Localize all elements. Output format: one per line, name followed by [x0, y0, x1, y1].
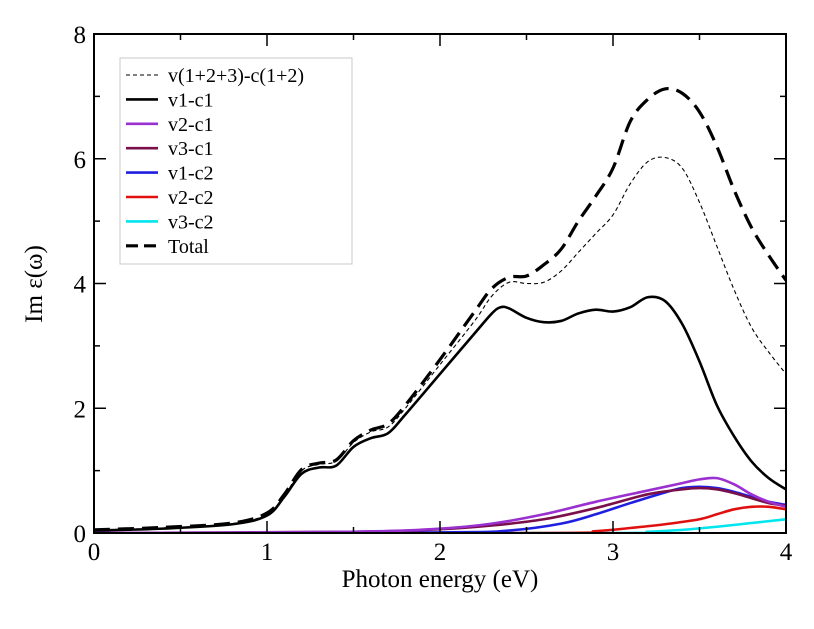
x-tick-label: 2	[434, 539, 447, 566]
legend-box	[119, 57, 353, 265]
legend-label: v3-c2	[168, 211, 214, 233]
series-line-v2-c2	[94, 505, 786, 533]
legend-label: v2-c2	[168, 187, 214, 209]
legend-label: Total	[168, 236, 209, 258]
x-tick-label: 3	[607, 539, 620, 566]
series-line-v1-c1	[94, 295, 786, 532]
y-axis-label: Im ε(ω)	[21, 245, 48, 323]
y-tick-label: 4	[74, 272, 87, 299]
x-tick-label: 1	[261, 539, 274, 566]
y-tick-label: 8	[74, 22, 87, 49]
legend-label: v(1+2+3)-c(1+2)	[168, 65, 304, 87]
series-line-v2-c1	[94, 476, 786, 533]
x-axis-label: Photon energy (eV)	[342, 566, 539, 593]
plot-content	[94, 86, 786, 533]
series-line-v3-c2	[94, 517, 786, 533]
x-tick-label: 0	[88, 539, 101, 566]
legend-label: v1-c1	[168, 89, 214, 111]
y-tick-label: 6	[74, 147, 87, 174]
y-tick-label: 2	[74, 396, 87, 423]
axis-ticks: 0 1 2 3 4 0 2 4 6 8	[74, 22, 793, 566]
series-line-total	[94, 86, 786, 532]
x-tick-label: 4	[780, 539, 793, 566]
series-line-v-1-2-3-c-1-2	[94, 156, 786, 531]
legend-label: v3-c1	[168, 138, 214, 160]
legend-label: v2-c1	[168, 114, 214, 136]
y-tick-label: 0	[74, 521, 87, 548]
legend-label: v1-c2	[168, 163, 214, 185]
